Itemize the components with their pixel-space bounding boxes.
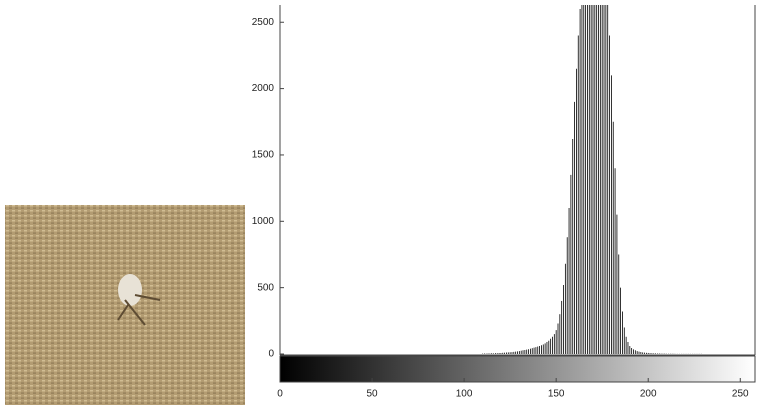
x-tick-label: 100 <box>456 389 473 400</box>
figure: 0 500 1000 1500 2000 2500 0 50 100 150 200 250 <box>0 0 757 411</box>
y-tick-label: 0 <box>268 349 274 360</box>
x-tick-label: 250 <box>732 389 749 400</box>
y-tick-label: 500 <box>257 282 274 293</box>
x-tick-label: 0 <box>277 389 283 400</box>
x-tick-label: 50 <box>366 389 378 400</box>
fabric-image <box>5 205 245 405</box>
y-tick-label: 2500 <box>252 17 275 28</box>
x-tick-label: 150 <box>548 389 565 400</box>
y-tick-label: 2000 <box>252 83 275 94</box>
y-tick-label: 1000 <box>252 216 275 227</box>
colorbar <box>280 356 755 382</box>
y-tick-label: 1500 <box>252 150 275 161</box>
x-tick-label: 200 <box>640 389 657 400</box>
